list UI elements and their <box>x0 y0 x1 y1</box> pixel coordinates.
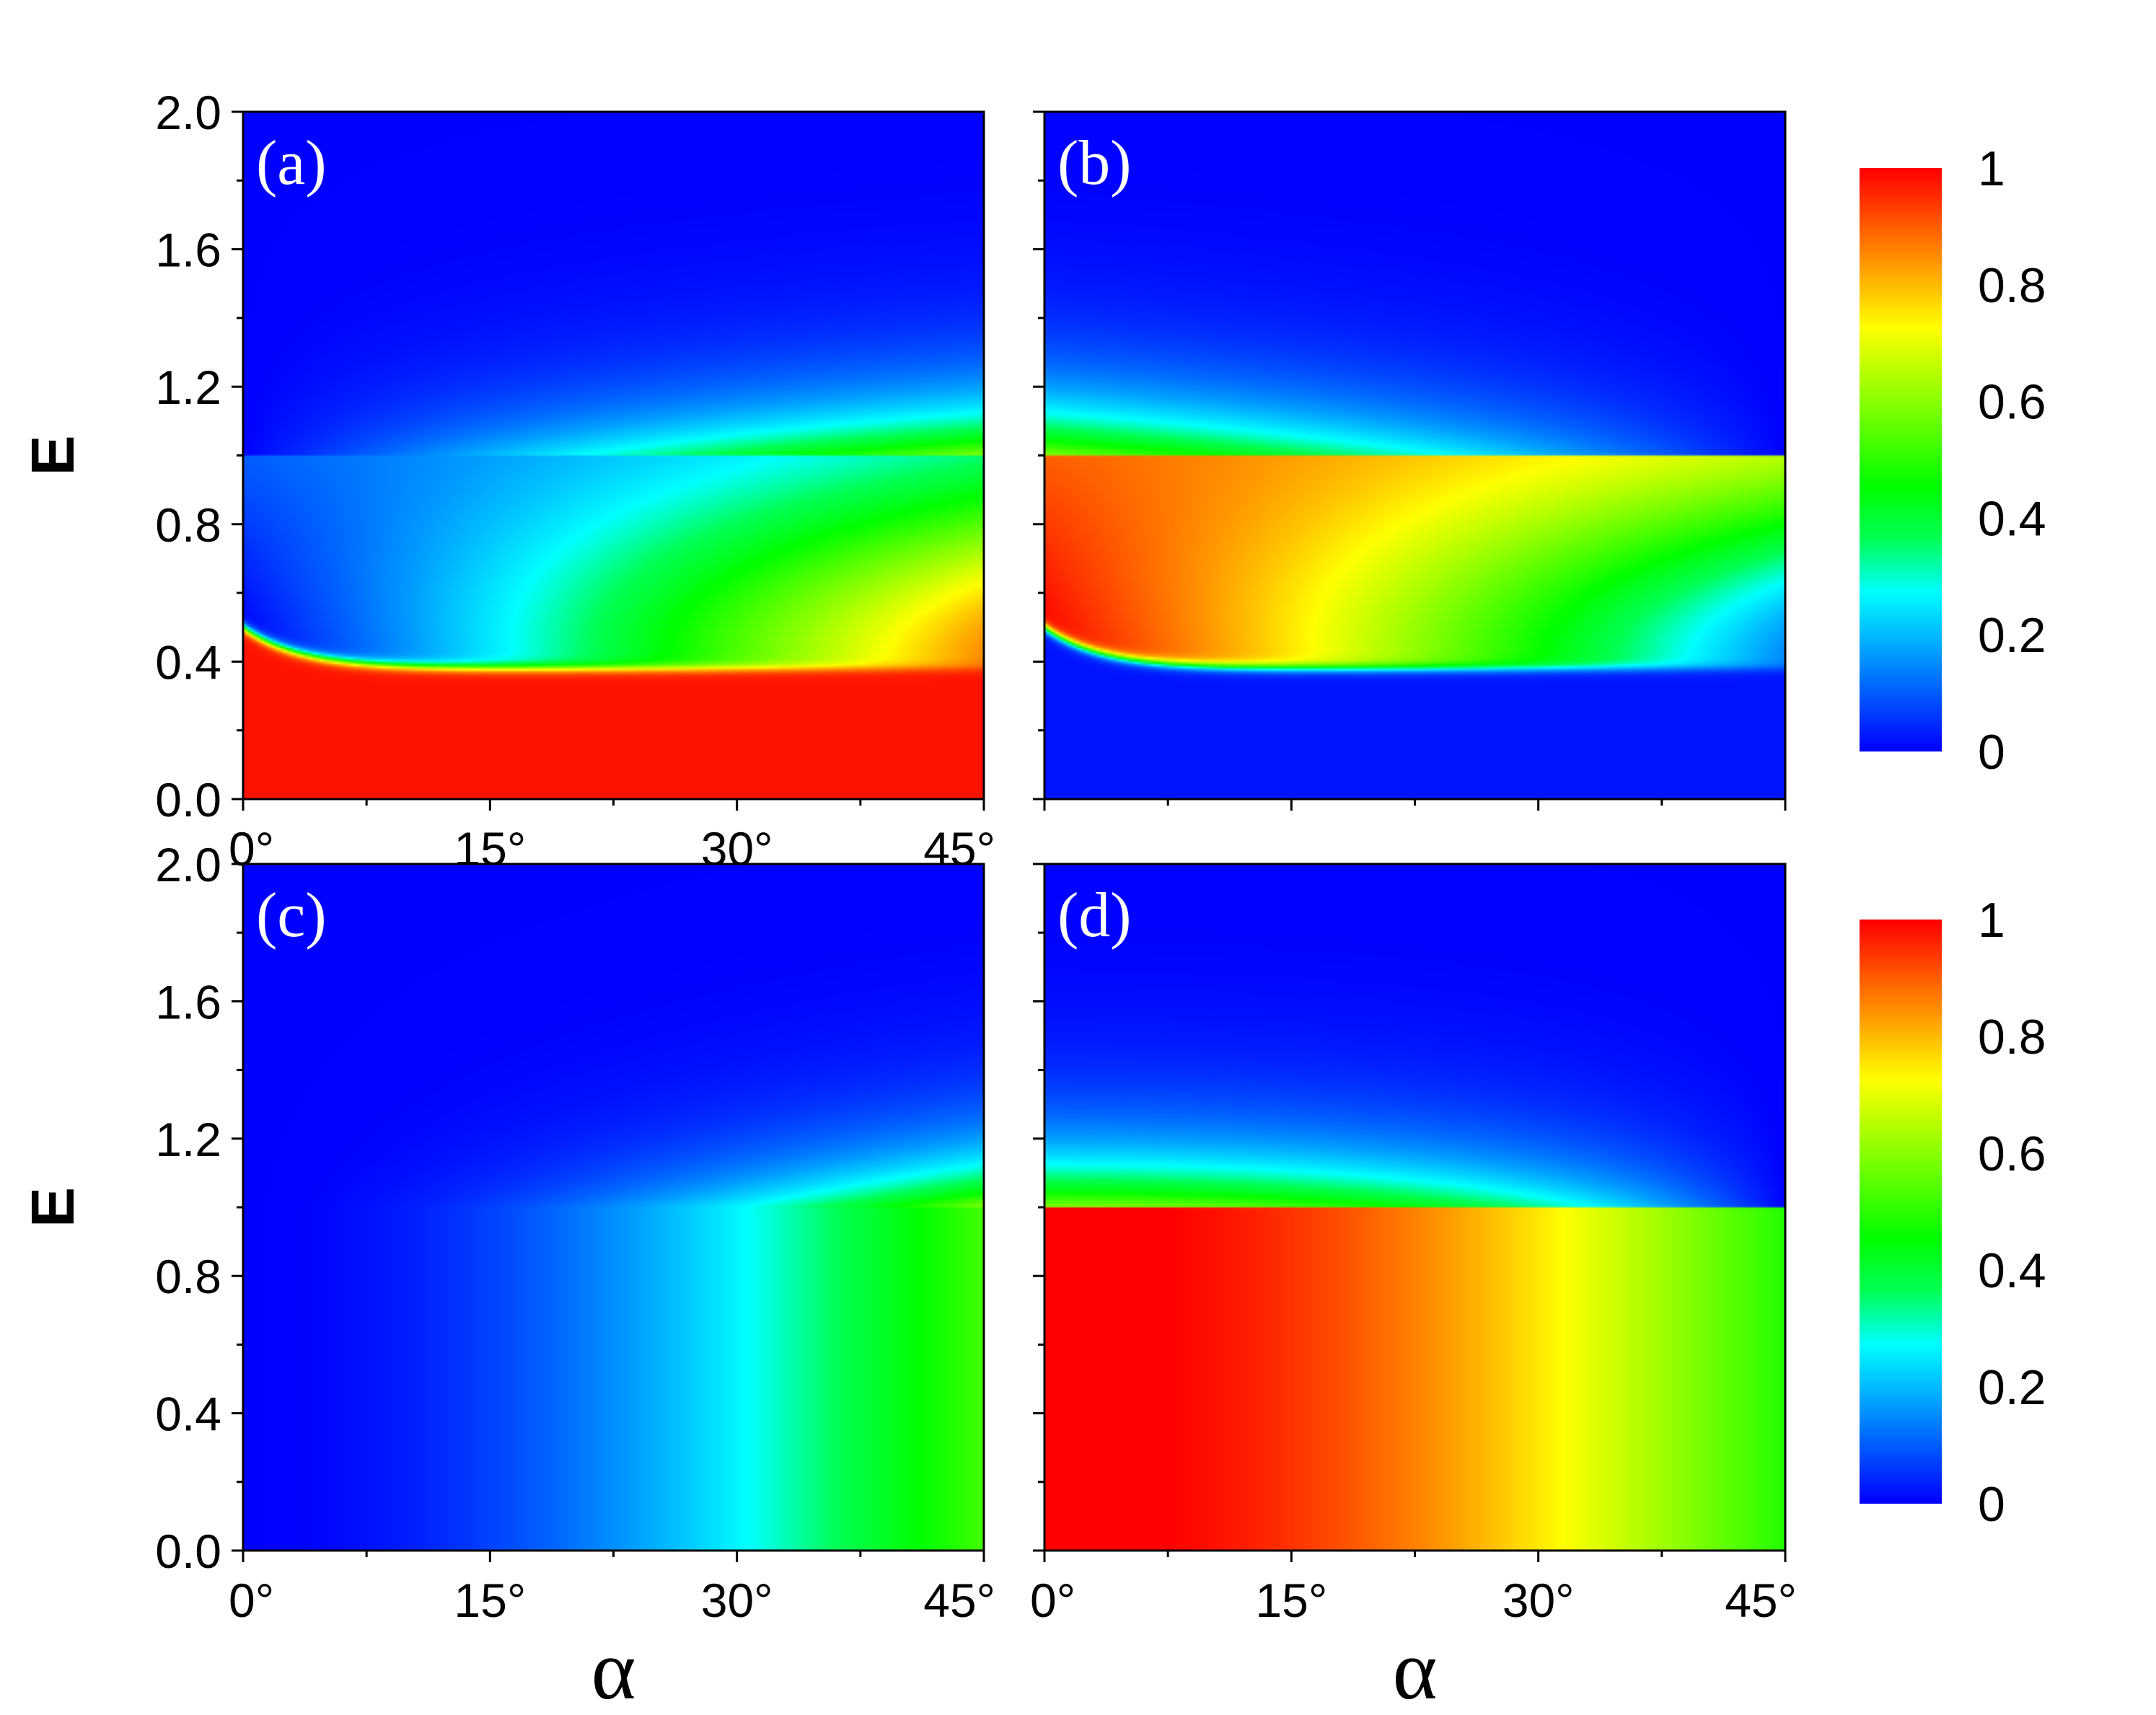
heatmap-c <box>243 864 984 1551</box>
colorbar-tick-label: 0.4 <box>1978 1243 2046 1298</box>
colorbar-tick-label: 0.8 <box>1978 1010 2046 1064</box>
x-axis-label: α <box>591 1623 636 1715</box>
colorbar-tick-label: 0.6 <box>1978 1127 2046 1181</box>
heatmap-b <box>1044 112 1785 799</box>
y-tick-label: 0.8 <box>155 1250 221 1303</box>
x-tick-label: 15° <box>454 1574 526 1627</box>
panel-label: (d) <box>1057 881 1132 951</box>
colorbar-tick-label: 0.2 <box>1978 608 2046 663</box>
y-tick-label: 2.0 <box>155 838 221 891</box>
colorbar-tick-label: 0 <box>1978 725 2005 780</box>
colorbar-tick-label: 1 <box>1978 893 2005 948</box>
y-axis-label: E <box>19 435 87 475</box>
x-tick-label: 45° <box>1725 1574 1797 1627</box>
x-tick-label: 30° <box>701 1574 773 1627</box>
y-tick-label: 2.0 <box>155 86 221 139</box>
panel-c: (c) 0.0 0.4 0.8 1.2 1.6 2.0 0° 15° 30° 45° Eα <box>19 838 995 1715</box>
y-tick-label: 0.0 <box>155 773 221 826</box>
y-tick-label: 0.0 <box>155 1525 221 1578</box>
colorbar-tick-label: 0.4 <box>1978 491 2046 546</box>
colorbar-tick-label: 1 <box>1978 141 2005 196</box>
heatmap-a <box>243 112 984 799</box>
panel-d: (d) 0° 15° 30° 45° α <box>1030 863 1797 1715</box>
y-tick-label: 0.4 <box>155 635 221 689</box>
y-tick-label: 1.2 <box>155 361 221 414</box>
y-tick-label: 1.6 <box>155 224 221 277</box>
y-tick-label: 1.2 <box>155 1113 221 1166</box>
x-tick-label: 15° <box>1255 1574 1327 1627</box>
x-tick-label: 30° <box>1502 1574 1575 1627</box>
y-tick-label: 0.4 <box>155 1388 221 1441</box>
colorbar-tick-label: 0.2 <box>1978 1360 2046 1415</box>
x-axis-label: α <box>1393 1623 1438 1715</box>
x-tick-label: 45° <box>923 1574 995 1627</box>
heatmap-d <box>1044 864 1785 1551</box>
colorbar-2: 0 0.2 0.4 0.6 0.8 1 <box>1860 893 2046 1532</box>
x-tick-label: 0° <box>229 1574 274 1627</box>
x-tick-label: 0° <box>1030 1574 1075 1627</box>
y-axis-label: E <box>19 1187 87 1227</box>
colorbar-tick-label: 0 <box>1978 1477 2005 1532</box>
colorbar-1: 0 0.2 0.4 0.6 0.8 1 <box>1860 141 2046 780</box>
colorbar-tick-label: 0.8 <box>1978 258 2046 313</box>
panel-b: (b) <box>1033 110 1787 811</box>
y-tick-label: 1.6 <box>155 975 221 1028</box>
colorbar-gradient <box>1860 168 1942 751</box>
panel-label: (c) <box>256 881 327 951</box>
y-tick-label: 0.8 <box>155 498 221 552</box>
panel-a: (a)0.00.40.81.21.62.00° 15° 30° 45°E <box>19 86 995 876</box>
colorbar-tick-label: 0.6 <box>1978 375 2046 430</box>
colorbar-gradient <box>1860 920 1942 1504</box>
panel-label: (a) <box>256 128 327 198</box>
panel-label: (b) <box>1057 128 1132 198</box>
